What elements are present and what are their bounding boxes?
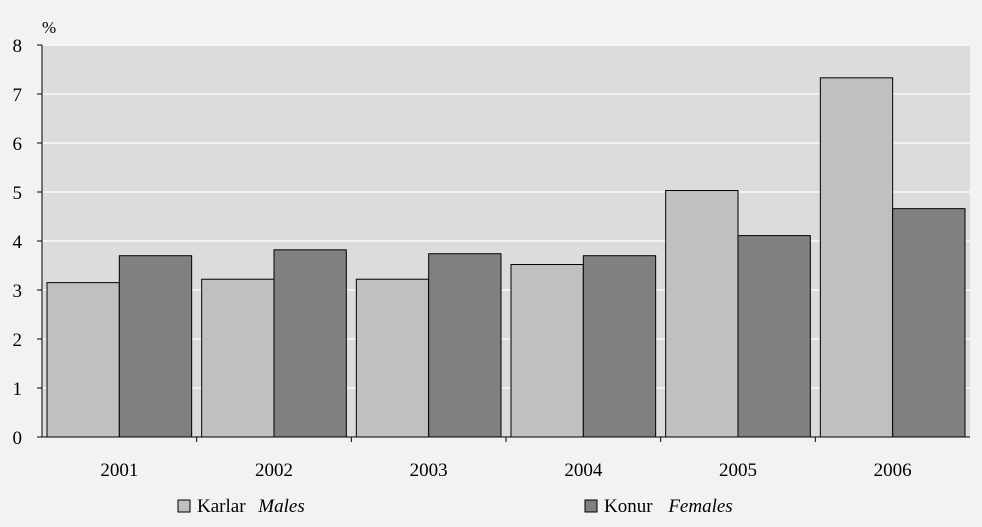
x-tick-label: 2006 <box>874 460 912 481</box>
legend-swatch-males <box>177 499 191 513</box>
y-tick-label: 3 <box>13 281 23 302</box>
x-tick-label: 2004 <box>564 460 603 481</box>
x-tick-label: 2003 <box>410 460 448 481</box>
y-axis-unit: % <box>42 18 56 37</box>
y-tick-label: 4 <box>13 232 23 253</box>
y-tick-label: 1 <box>13 379 23 400</box>
bar-males-2006 <box>819 77 894 438</box>
bar-males-2002 <box>201 278 275 438</box>
x-tick-label: 2002 <box>255 460 293 481</box>
y-tick-label: 7 <box>13 85 23 106</box>
y-tick-label: 5 <box>13 183 23 204</box>
bar-males-2003 <box>355 278 430 438</box>
bar-females-2001 <box>118 255 193 438</box>
legend-label-males: Karlar <box>197 496 246 517</box>
bar-females-2002 <box>273 249 347 438</box>
legend-label-females-en: Females <box>667 496 732 517</box>
y-tick-label: 8 <box>13 36 23 57</box>
legend-label-males-en: Males <box>257 496 304 517</box>
bar-females-2004 <box>582 255 657 438</box>
y-tick-label: 6 <box>13 134 23 155</box>
legend-item-females: Konur Females <box>584 496 733 517</box>
legend-swatch-females <box>584 499 598 513</box>
legend: Karlar Males Konur Females <box>177 496 733 517</box>
bar-males-2005 <box>665 190 739 438</box>
bar-females-2005 <box>737 235 811 438</box>
y-axis-ticks: 0 1 2 3 4 5 6 7 8 <box>13 36 42 449</box>
bars <box>46 77 966 438</box>
bar-males-2004 <box>510 264 584 438</box>
x-axis-ticks: 2001 2002 2003 2004 2005 2006 <box>100 437 912 481</box>
bar-females-2006 <box>892 208 966 438</box>
bar-females-2003 <box>428 253 502 438</box>
bar-males-2001 <box>46 282 120 438</box>
legend-label-females: Konur <box>604 496 653 517</box>
x-tick-label: 2005 <box>719 460 757 481</box>
svg-text:Karlar Males: Karlar Males <box>197 496 305 517</box>
y-tick-label: 2 <box>13 330 23 351</box>
x-tick-label: 2001 <box>100 460 138 481</box>
svg-text:Konur Females: Konur Females <box>604 496 733 517</box>
legend-item-males: Karlar Males <box>177 496 305 517</box>
y-tick-label: 0 <box>13 428 23 449</box>
gridlines <box>42 44 970 389</box>
